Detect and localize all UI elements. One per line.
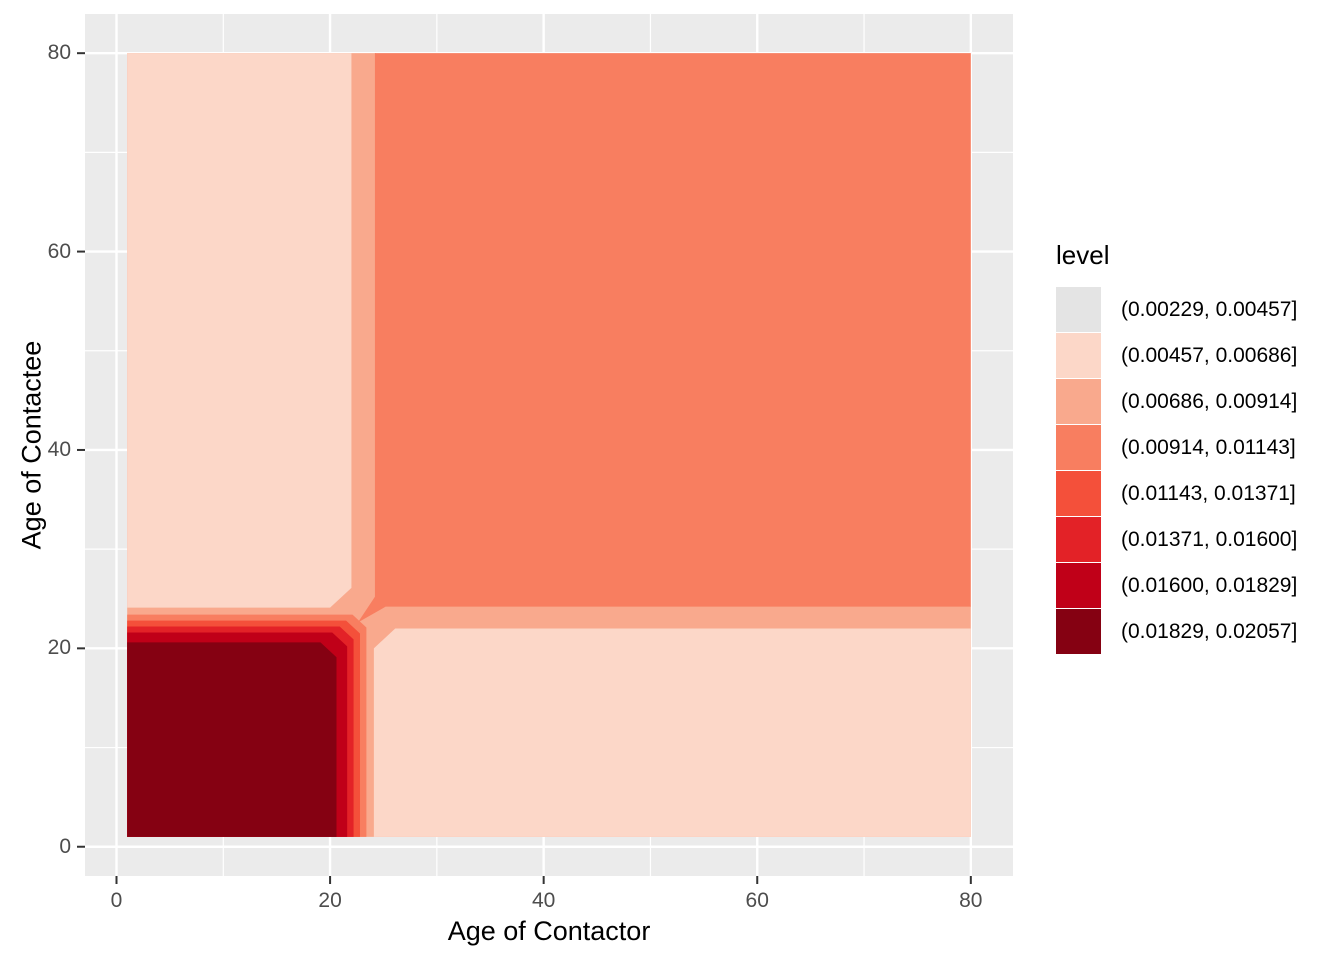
- legend-entry-6: (0.01371, 0.01600]: [1056, 517, 1297, 562]
- legend-title: level: [1056, 240, 1110, 270]
- legend-entry-5: (0.01143, 0.01371]: [1056, 471, 1297, 516]
- x-tick-label-80: 80: [959, 889, 983, 912]
- y-axis-title: Age of Contactee: [16, 340, 47, 550]
- contour-region-band2-bottom-row: [373, 628, 971, 837]
- x-axis-title: Age of Contactor: [447, 916, 651, 946]
- legend-label-level-6: (0.01371, 0.01600]: [1121, 527, 1298, 551]
- legend-label-level-1: (0.00229, 0.00457]: [1121, 297, 1298, 321]
- legend-swatch-level-7: [1056, 563, 1101, 608]
- legend-label-level-7: (0.01600, 0.01829]: [1121, 573, 1298, 597]
- x-tick-label-60: 60: [745, 889, 769, 912]
- y-tick-label-20: 20: [47, 636, 71, 660]
- contour-region-band8-core: [127, 642, 337, 837]
- legend-swatch-level-4: [1056, 425, 1101, 470]
- x-tick-label-0: 0: [110, 889, 123, 912]
- legend-entries: (0.00229, 0.00457] (0.00457, 0.00686] (0.0…: [1056, 287, 1297, 654]
- legend-swatch-level-5: [1056, 471, 1101, 516]
- x-tick-label-20: 20: [318, 889, 342, 912]
- y-tick-label-40: 40: [47, 437, 71, 461]
- legend-swatch-level-1: [1056, 287, 1101, 332]
- legend-label-level-5: (0.01143, 0.01371]: [1121, 481, 1296, 505]
- legend-entry-3: (0.00686, 0.00914]: [1056, 379, 1297, 424]
- legend-swatch-level-3: [1056, 379, 1101, 424]
- contour-region-band4-main-region: [357, 53, 971, 623]
- legend-swatch-level-8: [1056, 609, 1101, 654]
- contour-region-band2-left-column: [127, 53, 352, 608]
- legend-label-level-3: (0.00686, 0.00914]: [1121, 389, 1298, 413]
- legend-label-level-4: (0.00914, 0.01143]: [1121, 435, 1296, 459]
- y-tick-label-60: 60: [47, 239, 71, 263]
- legend-entry-1: (0.00229, 0.00457]: [1056, 287, 1297, 332]
- y-tick-label-80: 80: [47, 41, 71, 65]
- legend-label-level-8: (0.01829, 0.02057]: [1121, 619, 1298, 643]
- x-tick-label-40: 40: [531, 889, 556, 912]
- legend-entry-8: (0.01829, 0.02057]: [1056, 609, 1297, 654]
- legend-entry-2: (0.00457, 0.00686]: [1056, 333, 1297, 378]
- legend: level (0.00229, 0.00457] (0.00457, 0.0068…: [1056, 240, 1297, 655]
- legend-entry-7: (0.01600, 0.01829]: [1056, 563, 1297, 608]
- legend-swatch-level-6: [1056, 517, 1101, 562]
- legend-entry-4: (0.00914, 0.01143]: [1056, 425, 1297, 470]
- legend-swatch-level-2: [1056, 333, 1101, 378]
- legend-label-level-2: (0.00457, 0.00686]: [1121, 343, 1298, 367]
- y-tick-label-0: 0: [59, 834, 71, 858]
